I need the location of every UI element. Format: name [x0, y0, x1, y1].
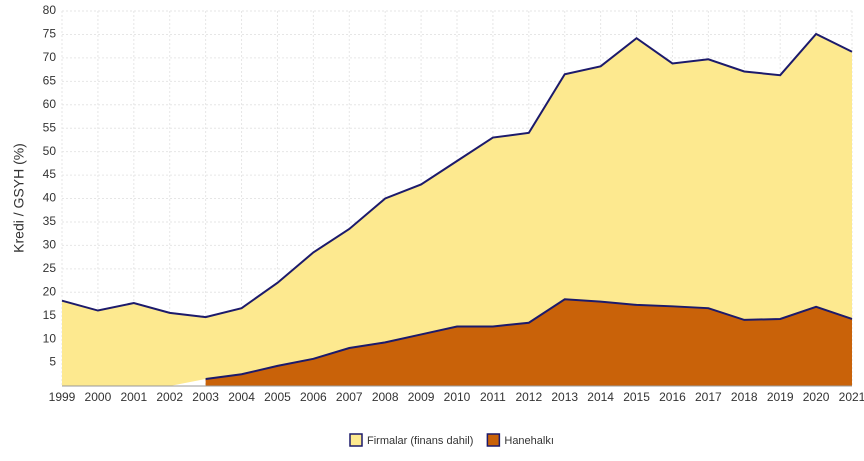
y-tick-label: 70	[43, 50, 57, 64]
x-tick-label: 2001	[120, 390, 147, 404]
y-tick-label: 15	[43, 308, 57, 322]
y-tick-label: 30	[43, 238, 57, 252]
x-tick-label: 2019	[767, 390, 794, 404]
y-axis-title: Kredi / GSYH (%)	[11, 143, 27, 253]
area	[205, 299, 853, 386]
x-tick-label: 1999	[49, 390, 76, 404]
y-tick-label: 20	[43, 284, 57, 298]
x-tick-label: 2005	[264, 390, 291, 404]
y-tick-label: 10	[43, 331, 57, 345]
x-tick-label: 2017	[695, 390, 722, 404]
x-tick-label: 2010	[444, 390, 471, 404]
x-tick-label: 2000	[85, 390, 112, 404]
y-tick-label: 25	[43, 261, 57, 275]
x-tick-label: 2021	[839, 390, 864, 404]
y-tick-label: 35	[43, 214, 57, 228]
y-tick-label: 45	[43, 167, 57, 181]
x-tick-label: 2011	[480, 390, 506, 404]
y-tick-label: 5	[49, 355, 56, 369]
x-tick-label: 2014	[587, 390, 614, 404]
x-tick-label: 2006	[300, 390, 327, 404]
legend-swatch	[349, 433, 363, 447]
y-tick-label: 50	[43, 144, 57, 158]
line	[205, 298, 853, 380]
x-tick-label: 2008	[372, 390, 399, 404]
x-tick-label: 2009	[408, 390, 435, 404]
x-tick-label: 2018	[731, 390, 758, 404]
x-tick-label: 2016	[659, 390, 686, 404]
area	[62, 33, 852, 386]
x-tick-label: 2007	[336, 390, 363, 404]
y-tick-label: 65	[43, 73, 57, 87]
x-tick-label: 2002	[156, 390, 183, 404]
legend-label: Firmalar (finans dahil)	[367, 435, 473, 447]
x-tick-label: 2004	[228, 390, 255, 404]
legend-swatch	[486, 433, 501, 447]
x-tick-label: 2003	[192, 390, 219, 404]
y-tick-label: 40	[43, 191, 57, 205]
y-tick-label: 60	[43, 97, 57, 111]
x-tick-label: 2015	[623, 390, 650, 404]
line	[61, 32, 853, 319]
legend-label: Hanehalkı	[504, 435, 554, 447]
x-tick-label: 2020	[803, 390, 830, 404]
y-tick-label: 55	[43, 120, 57, 134]
y-tick-label: 75	[43, 27, 57, 41]
y-tick-label: 80	[43, 3, 57, 17]
x-tick-label: 2012	[515, 390, 542, 404]
x-tick-label: 2013	[551, 390, 578, 404]
